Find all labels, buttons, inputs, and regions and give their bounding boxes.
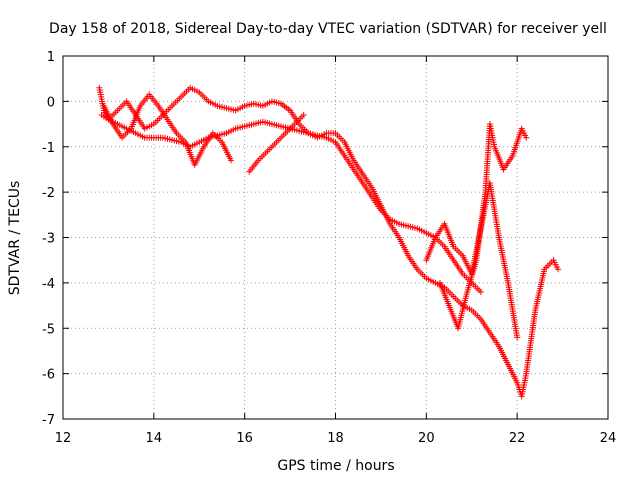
- y-tick-label: -7: [42, 413, 55, 428]
- plot-frame: [62, 55, 609, 420]
- y-tick-label: -5: [42, 322, 55, 337]
- x-tick-label: 16: [236, 431, 253, 446]
- data-point: [477, 288, 484, 295]
- x-axis-label: GPS time / hours: [277, 458, 394, 474]
- x-tick-label: 24: [600, 431, 617, 446]
- x-tick-label: 20: [418, 431, 435, 446]
- chart-title: Day 158 of 2018, Sidereal Day-to-day VTE…: [49, 21, 607, 37]
- y-tick-label: -1: [42, 141, 55, 156]
- axis-ticks: 12 14 16 18 20 22 24 1 0 -1 -2 -3 -4 -5 -6 -7: [42, 50, 616, 446]
- x-tick-label: 18: [327, 431, 344, 446]
- x-tick-label: 14: [146, 431, 163, 446]
- x-tick-label: 12: [55, 431, 72, 446]
- y-tick-label: -4: [42, 277, 55, 292]
- data-points: [96, 84, 562, 400]
- grid: [63, 56, 608, 419]
- y-axis-label: SDTVAR / TECUs: [7, 181, 23, 296]
- y-tick-label: -2: [42, 186, 55, 201]
- data-point: [514, 334, 521, 341]
- x-tick-label: 22: [509, 431, 526, 446]
- y-tick-label: 1: [47, 50, 55, 65]
- y-tick-label: 0: [47, 95, 55, 110]
- data-point: [228, 157, 235, 164]
- y-tick-label: -6: [42, 368, 55, 383]
- data-point: [300, 111, 307, 118]
- y-tick-label: -3: [42, 232, 55, 247]
- data-point: [523, 134, 530, 141]
- data-point: [555, 266, 562, 273]
